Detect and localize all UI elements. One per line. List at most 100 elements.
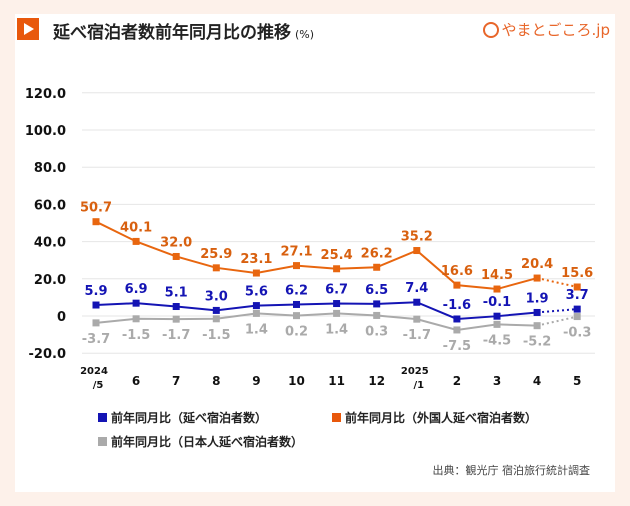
- data-label: 3.0: [205, 289, 228, 304]
- data-point: [413, 315, 421, 323]
- data-label: -1.6: [443, 298, 471, 313]
- play-triangle-icon: [17, 18, 39, 40]
- data-label: -1.5: [202, 328, 230, 343]
- data-label: 1.4: [325, 322, 348, 337]
- data-point: [252, 269, 260, 277]
- data-label: 5.9: [84, 284, 107, 299]
- chart-card: [15, 14, 615, 492]
- y-tick-label: 20.0: [34, 273, 66, 288]
- data-label: 5.1: [165, 286, 188, 301]
- data-point: [373, 263, 381, 271]
- x-tick-label: 4: [533, 374, 541, 388]
- series-line-preliminary: [536, 315, 578, 327]
- data-label: 6.9: [125, 282, 148, 297]
- data-point: [252, 302, 260, 310]
- x-tick-label: 6: [132, 374, 140, 388]
- data-point: [252, 309, 260, 317]
- data-point: [212, 306, 220, 314]
- series-line-preliminary: [537, 308, 578, 314]
- data-point: [573, 313, 581, 321]
- data-point: [293, 312, 300, 320]
- x-tick-label: 8: [212, 374, 220, 388]
- data-point: [573, 305, 581, 313]
- data-label: 40.1: [120, 220, 152, 235]
- y-tick-label: 60.0: [34, 198, 66, 213]
- x-tick-label: 7: [172, 374, 180, 388]
- data-point: [212, 264, 220, 272]
- x-tick-label: 12: [368, 374, 385, 388]
- data-point: [333, 265, 341, 273]
- data-label: 23.1: [240, 252, 272, 267]
- x-tick-label: 2025: [401, 366, 429, 377]
- data-label: 15.6: [561, 266, 593, 281]
- data-label: -4.5: [483, 333, 511, 348]
- legend-item-foreign: 前年同月比（外国人延べ宿泊者数）: [332, 409, 537, 426]
- data-label: 35.2: [401, 230, 433, 245]
- data-label: -0.1: [483, 295, 511, 310]
- data-point: [92, 319, 100, 327]
- data-label: 7.4: [405, 281, 428, 296]
- data-label: 0.2: [285, 325, 308, 340]
- data-point: [413, 247, 421, 255]
- data-label: 14.5: [481, 268, 513, 283]
- data-label: -0.3: [563, 326, 591, 341]
- data-point: [92, 218, 100, 226]
- legend-label: 前年同月比（外国人延べ宿泊者数）: [345, 411, 538, 425]
- logo: やまとごころ.jp: [482, 19, 610, 40]
- data-point: [293, 300, 300, 308]
- legend-item-japanese: 前年同月比（日本人延べ宿泊者数）: [98, 433, 303, 450]
- y-tick-label: 80.0: [34, 161, 66, 176]
- source-note: 出典：観光庁 宿泊旅行統計調査: [432, 464, 591, 477]
- data-point: [573, 283, 581, 291]
- data-label: -7.5: [443, 339, 471, 354]
- data-point: [132, 299, 140, 307]
- data-label: 3.7: [566, 288, 589, 303]
- title-text: 延べ宿泊者数前年同月比の推移: [53, 23, 291, 43]
- x-tick-label: 5: [573, 374, 581, 388]
- data-point: [453, 315, 461, 323]
- series-line: [95, 301, 538, 320]
- x-tick-label: 2024: [80, 366, 108, 377]
- data-point: [373, 300, 381, 308]
- x-tick-label: 9: [252, 374, 260, 388]
- legend-item-total: 前年同月比（延べ宿泊者数）: [98, 409, 267, 426]
- x-tick-label: 11: [328, 374, 345, 388]
- data-label: 6.5: [365, 283, 388, 298]
- logo-text: やまとごころ.jp: [501, 21, 610, 39]
- y-tick-label: 120.0: [25, 87, 66, 102]
- data-label: 5.6: [245, 285, 268, 300]
- data-label: -3.7: [82, 332, 110, 347]
- data-label: -5.2: [523, 335, 551, 350]
- data-label: 27.1: [280, 245, 312, 260]
- y-tick-label: 0: [57, 310, 66, 325]
- data-point: [533, 274, 541, 282]
- chart-title: 延べ宿泊者数前年同月比の推移 (%): [53, 18, 314, 43]
- data-point: [493, 320, 501, 328]
- data-point: [92, 301, 100, 309]
- data-label: 1.4: [245, 322, 268, 337]
- legend-label: 前年同月比（延べ宿泊者数）: [111, 411, 268, 425]
- data-point: [333, 309, 341, 317]
- data-label: 26.2: [361, 246, 393, 261]
- data-point: [333, 300, 341, 308]
- data-point: [493, 285, 501, 293]
- data-point: [172, 315, 180, 323]
- series-line-preliminary: [536, 277, 578, 288]
- data-label: 25.4: [321, 248, 353, 263]
- data-label: -1.5: [122, 328, 150, 343]
- data-label: 20.4: [521, 257, 553, 272]
- x-tick-label: 3: [493, 374, 501, 388]
- series-line: [95, 312, 538, 331]
- data-label: 32.0: [160, 235, 192, 250]
- data-label: 50.7: [80, 201, 112, 216]
- data-label: -1.7: [403, 328, 431, 343]
- data-label: 6.2: [285, 283, 308, 298]
- yamatogokoro-logo-icon: [482, 21, 499, 38]
- data-point: [132, 315, 140, 323]
- y-tick-label: 100.0: [25, 124, 66, 139]
- data-label: 0.3: [365, 324, 388, 339]
- legend-swatch: [332, 413, 341, 422]
- data-point: [172, 252, 180, 260]
- data-point: [132, 237, 140, 245]
